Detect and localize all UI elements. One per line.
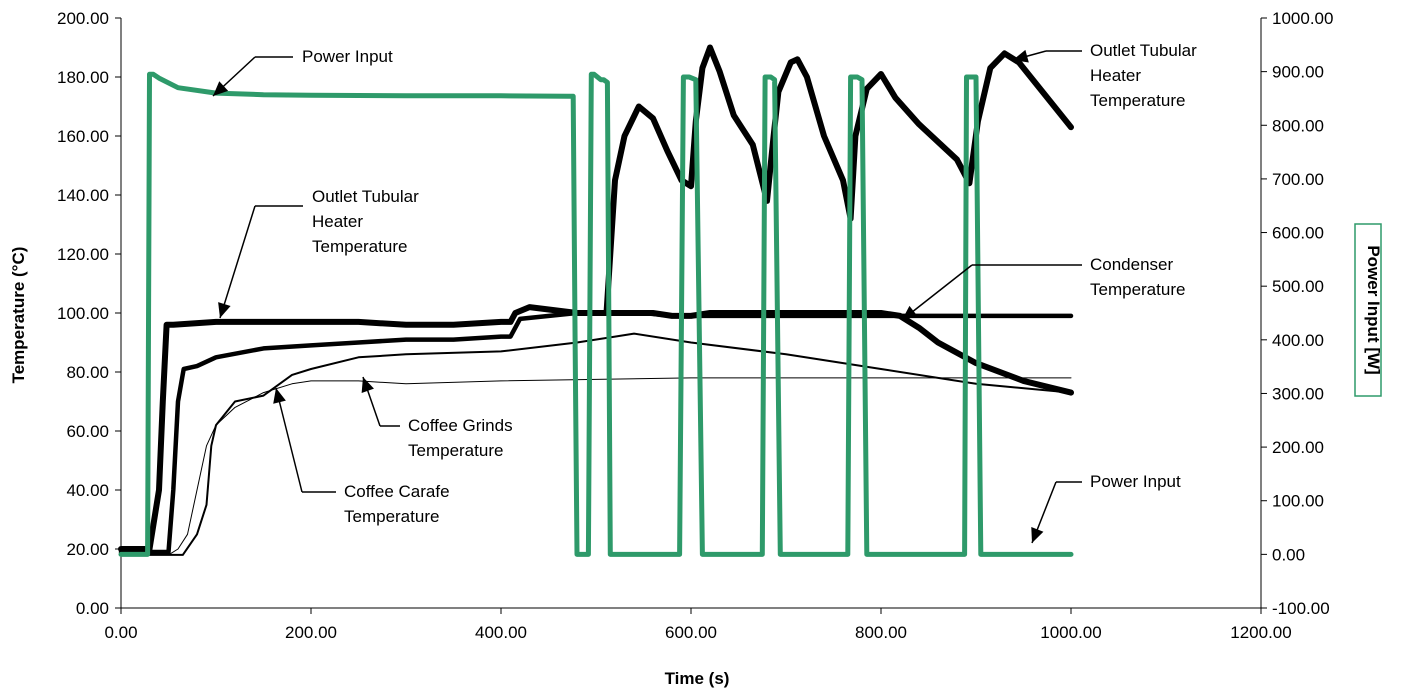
series-coffee-grinds-temperature <box>120 332 1072 556</box>
annotation-coffee-carafe: Coffee Carafe <box>344 482 450 501</box>
annotation-coffee-carafe: Temperature <box>344 507 439 526</box>
y2-tick-label: 0.00 <box>1272 545 1305 564</box>
x-tick-label: 800.00 <box>855 623 907 642</box>
x-tick-label: 1000.00 <box>1040 623 1101 642</box>
annotation-arrow-head <box>1013 49 1029 63</box>
annotation-arrow <box>901 264 973 321</box>
x-axis-title: Time (s) <box>665 669 730 688</box>
annotation-outlet-right: Heater <box>1090 66 1141 85</box>
y2-tick-label: 1000.00 <box>1272 9 1333 28</box>
annotation-outlet-right: Temperature <box>1090 91 1185 110</box>
y2-tick-label: 900.00 <box>1272 63 1324 82</box>
x-tick-label: 0.00 <box>104 623 137 642</box>
y-tick-label: 120.00 <box>57 245 109 264</box>
series-outlet-heater-phase2 <box>603 44 1074 316</box>
annotation-arrow-head <box>361 377 374 393</box>
annotation-arrow-head <box>273 388 286 404</box>
annotation-outlet-left: Temperature <box>312 237 407 256</box>
annotation-arrow <box>219 205 256 319</box>
annotation-condenser: Condenser <box>1090 255 1174 274</box>
y2-tick-label: 700.00 <box>1272 170 1324 189</box>
x-tick-label: 600.00 <box>665 623 717 642</box>
annotation-coffee-grinds: Temperature <box>408 441 503 460</box>
y2-tick-label: 500.00 <box>1272 277 1324 296</box>
annotation-outlet-right: Outlet Tubular <box>1090 41 1197 60</box>
x-tick-label: 200.00 <box>285 623 337 642</box>
y2-tick-label: 800.00 <box>1272 116 1324 135</box>
annotation-power-input-top: Power Input <box>302 47 393 66</box>
y-tick-label: 40.00 <box>66 481 109 500</box>
y-tick-label: 200.00 <box>57 9 109 28</box>
annotation-power-input-bottom: Power Input <box>1090 472 1181 491</box>
y-tick-label: 80.00 <box>66 363 109 382</box>
annotation-condenser: Temperature <box>1090 280 1185 299</box>
annotation-arrow-head <box>213 81 229 96</box>
x-tick-label: 400.00 <box>475 623 527 642</box>
annotation-outlet-left: Heater <box>312 212 363 231</box>
annotation-arrow-head <box>1031 527 1044 543</box>
series-lines <box>118 44 1074 557</box>
y-axis-title: Temperature (°C) <box>9 247 28 384</box>
y2-tick-label: 600.00 <box>1272 224 1324 243</box>
y-axis-ticks: 0.00 20.00 40.00 60.00 80.00 100.00 120.00 140.… <box>57 9 121 618</box>
y-tick-label: 20.00 <box>66 540 109 559</box>
y-tick-label: 140.00 <box>57 186 109 205</box>
y-tick-label: 60.00 <box>66 422 109 441</box>
series-coffee-carafe-temperature <box>120 377 1072 556</box>
y2-tick-label: 200.00 <box>1272 438 1324 457</box>
y2-tick-label: 400.00 <box>1272 331 1324 350</box>
y-tick-label: 0.00 <box>76 599 109 618</box>
y-tick-label: 160.00 <box>57 127 109 146</box>
y2-axis-ticks: -100.00 0.00 100.00 200.00 300.00 400.00 500.0… <box>1261 9 1333 618</box>
annotations: Power Input Outlet Tubular Heater Temperatu… <box>212 41 1197 544</box>
y2-axis-title: Power Input [W] <box>1364 245 1383 374</box>
annotation-outlet-left: Outlet Tubular <box>312 187 419 206</box>
x-axis-ticks: 0.00 200.00 400.00 600.00 800.00 1000.00 1200.… <box>104 608 1292 642</box>
annotation-arrow <box>275 387 303 493</box>
annotation-arrow-head <box>218 302 231 318</box>
annotation-coffee-grinds: Coffee Grinds <box>408 416 513 435</box>
x-tick-label: 1200.00 <box>1230 623 1291 642</box>
y2-tick-label: 100.00 <box>1272 492 1324 511</box>
y2-axis-title-box <box>1354 223 1382 397</box>
series-condenser-temperature <box>118 310 1074 555</box>
series-outlet-heater-phase1 <box>118 304 1074 552</box>
y2-tick-label: -100.00 <box>1272 599 1330 618</box>
annotation-arrow-head <box>902 305 918 320</box>
y-tick-label: 180.00 <box>57 68 109 87</box>
y-tick-label: 100.00 <box>57 304 109 323</box>
y2-tick-label: 300.00 <box>1272 384 1324 403</box>
series-power-input <box>118 71 1074 557</box>
